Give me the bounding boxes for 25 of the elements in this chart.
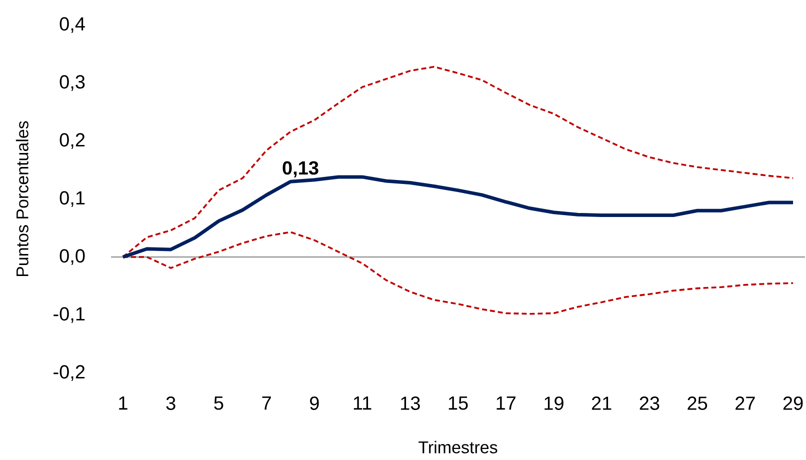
x-tick-label: 19 xyxy=(544,396,564,410)
x-tick-label: 15 xyxy=(448,396,468,410)
x-tick-label: 27 xyxy=(736,396,755,410)
x-tick-label: 29 xyxy=(783,396,803,410)
y-tick-label: -0,1 xyxy=(54,307,85,323)
x-tick-label: 7 xyxy=(262,396,271,410)
x-tick-label: 1 xyxy=(119,396,128,410)
y-tick-label: 0,3 xyxy=(60,75,85,91)
x-axis-title: Trimestres xyxy=(418,440,498,454)
y-tick-label: 0,2 xyxy=(60,133,85,149)
y-axis-title: Puntos Porcentuales xyxy=(16,121,28,276)
y-tick-label: 0,1 xyxy=(60,191,85,207)
x-tick-label: 23 xyxy=(640,396,660,410)
x-tick-label: 13 xyxy=(401,396,420,410)
y-tick-label: -0,2 xyxy=(54,365,85,381)
x-tick-label: 21 xyxy=(592,396,612,410)
y-tick-label: 0,4 xyxy=(60,17,85,33)
x-tick-label: 17 xyxy=(496,396,516,410)
x-tick-label: 5 xyxy=(214,396,224,410)
x-tick-label: 25 xyxy=(688,396,708,410)
x-tick-label: 3 xyxy=(166,396,176,410)
x-tick-label: 11 xyxy=(354,396,372,410)
data-label: 0,13 xyxy=(282,161,318,178)
y-tick-label: 0,0 xyxy=(60,249,85,265)
x-tick-label: 9 xyxy=(310,396,319,410)
